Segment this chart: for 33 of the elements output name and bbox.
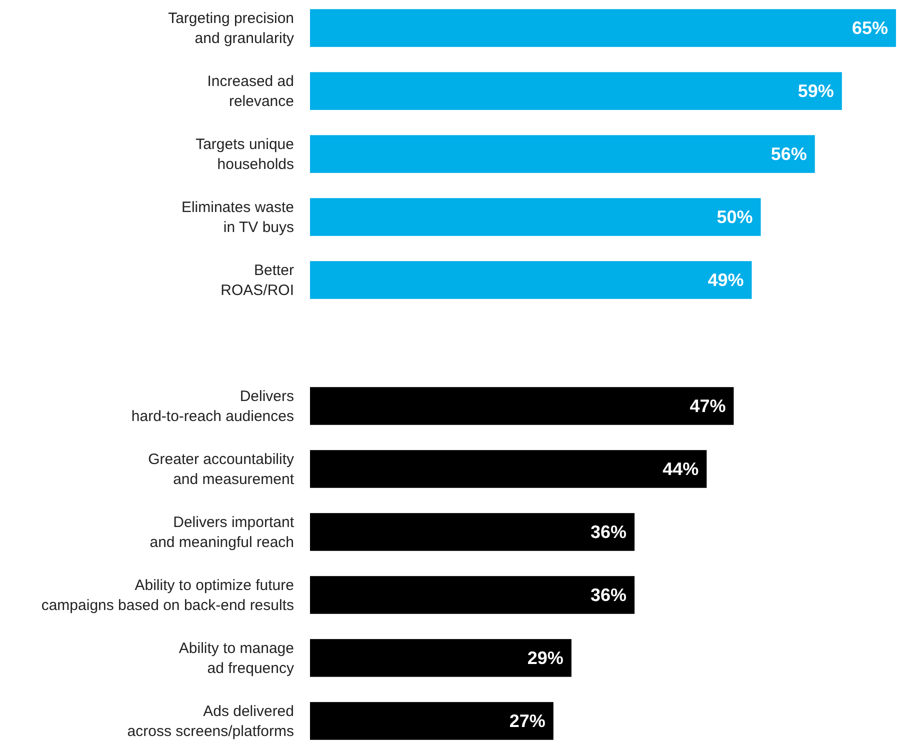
data-label: 44%	[662, 458, 699, 479]
y-tick-label: Ability to manage ad frequency	[178, 640, 294, 677]
bar	[310, 72, 842, 110]
bar	[310, 639, 572, 677]
y-tick-label: Ability to optimize future campaigns based on back-end results	[41, 576, 294, 614]
y-tick-label: Targeting precision and granularity	[168, 10, 294, 48]
y-tick-label: Ads delivered across screens/platforms	[127, 702, 294, 740]
bar	[310, 198, 761, 236]
y-tick-label: Increased ad relevance	[207, 73, 294, 110]
y-tick-label: Better ROAS/ROI	[220, 262, 294, 300]
y-tick-label: Delivers important and meaningful reach	[150, 514, 295, 551]
bar	[310, 576, 635, 614]
bar	[310, 450, 707, 488]
y-tick-label: Greater accountability and measurement	[148, 450, 295, 488]
y-tick-label: Targets unique households	[196, 136, 294, 174]
data-label: 27%	[509, 710, 546, 731]
bar	[310, 135, 815, 173]
bar	[310, 261, 752, 299]
y-tick-label: Eliminates waste in TV buys	[181, 199, 294, 236]
data-label: 50%	[716, 207, 753, 228]
bar	[310, 9, 896, 47]
data-label: 47%	[690, 396, 726, 416]
data-label: 29%	[527, 648, 564, 668]
data-label: 65%	[852, 18, 888, 38]
bar	[310, 513, 635, 551]
data-label: 36%	[590, 522, 627, 542]
bar	[310, 702, 554, 740]
data-label: 36%	[590, 584, 627, 605]
data-label: 49%	[708, 270, 744, 290]
data-label: 56%	[770, 144, 807, 164]
bar	[310, 387, 734, 425]
data-label: 59%	[798, 81, 834, 102]
y-tick-label: Delivers hard-to-reach audiences	[131, 388, 294, 425]
